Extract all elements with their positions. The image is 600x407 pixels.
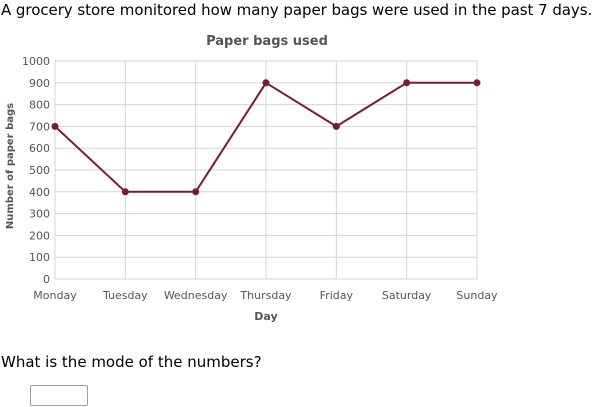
y-tick-label: 400 <box>29 186 50 199</box>
chart-grid <box>54 60 478 280</box>
y-tick-label: 100 <box>29 251 50 264</box>
answer-input[interactable] <box>30 385 88 406</box>
y-tick-label: 300 <box>29 208 50 221</box>
y-tick-label: 900 <box>29 77 50 90</box>
y-axis-ticks: 0 100 200 300 400 500 600 700 800 900 1000 <box>22 55 50 286</box>
x-tick-label: Wednesday <box>164 289 228 302</box>
y-tick-label: 800 <box>29 99 50 112</box>
y-tick-label: 0 <box>43 273 50 286</box>
y-tick-label: 500 <box>29 164 50 177</box>
x-tick-label: Tuesday <box>102 289 148 302</box>
data-point-friday <box>332 122 340 130</box>
x-tick-label: Saturday <box>382 289 432 302</box>
y-tick-label: 700 <box>29 120 50 133</box>
line-chart: Paper bags used 0 100 200 300 400 500 600 700 80… <box>0 26 600 336</box>
data-point-sunday <box>473 79 481 87</box>
line-chart-svg: Paper bags used 0 100 200 300 400 500 600 700 80… <box>5 34 498 323</box>
data-point-tuesday <box>121 188 129 196</box>
data-point-thursday <box>262 79 270 87</box>
y-tick-label: 1000 <box>22 55 50 68</box>
y-axis-label: Number of paper bags <box>5 103 16 229</box>
y-tick-label: 200 <box>29 229 50 242</box>
chart-series <box>51 79 481 196</box>
x-tick-label: Thursday <box>239 289 292 302</box>
y-tick-label: 600 <box>29 142 50 155</box>
data-point-saturday <box>403 79 411 87</box>
question-text: What is the mode of the numbers? <box>1 353 262 371</box>
x-tick-label: Friday <box>320 289 354 302</box>
data-point-monday <box>51 122 59 130</box>
data-point-wednesday <box>192 188 200 196</box>
x-tick-label: Monday <box>33 289 77 302</box>
chart-title: Paper bags used <box>206 34 328 49</box>
x-axis-ticks: Monday Tuesday Wednesday Thursday Friday Satu… <box>33 289 498 302</box>
problem-intro: A grocery store monitored how many paper… <box>1 1 593 19</box>
x-axis-label: Day <box>254 310 277 323</box>
x-tick-label: Sunday <box>456 289 498 302</box>
